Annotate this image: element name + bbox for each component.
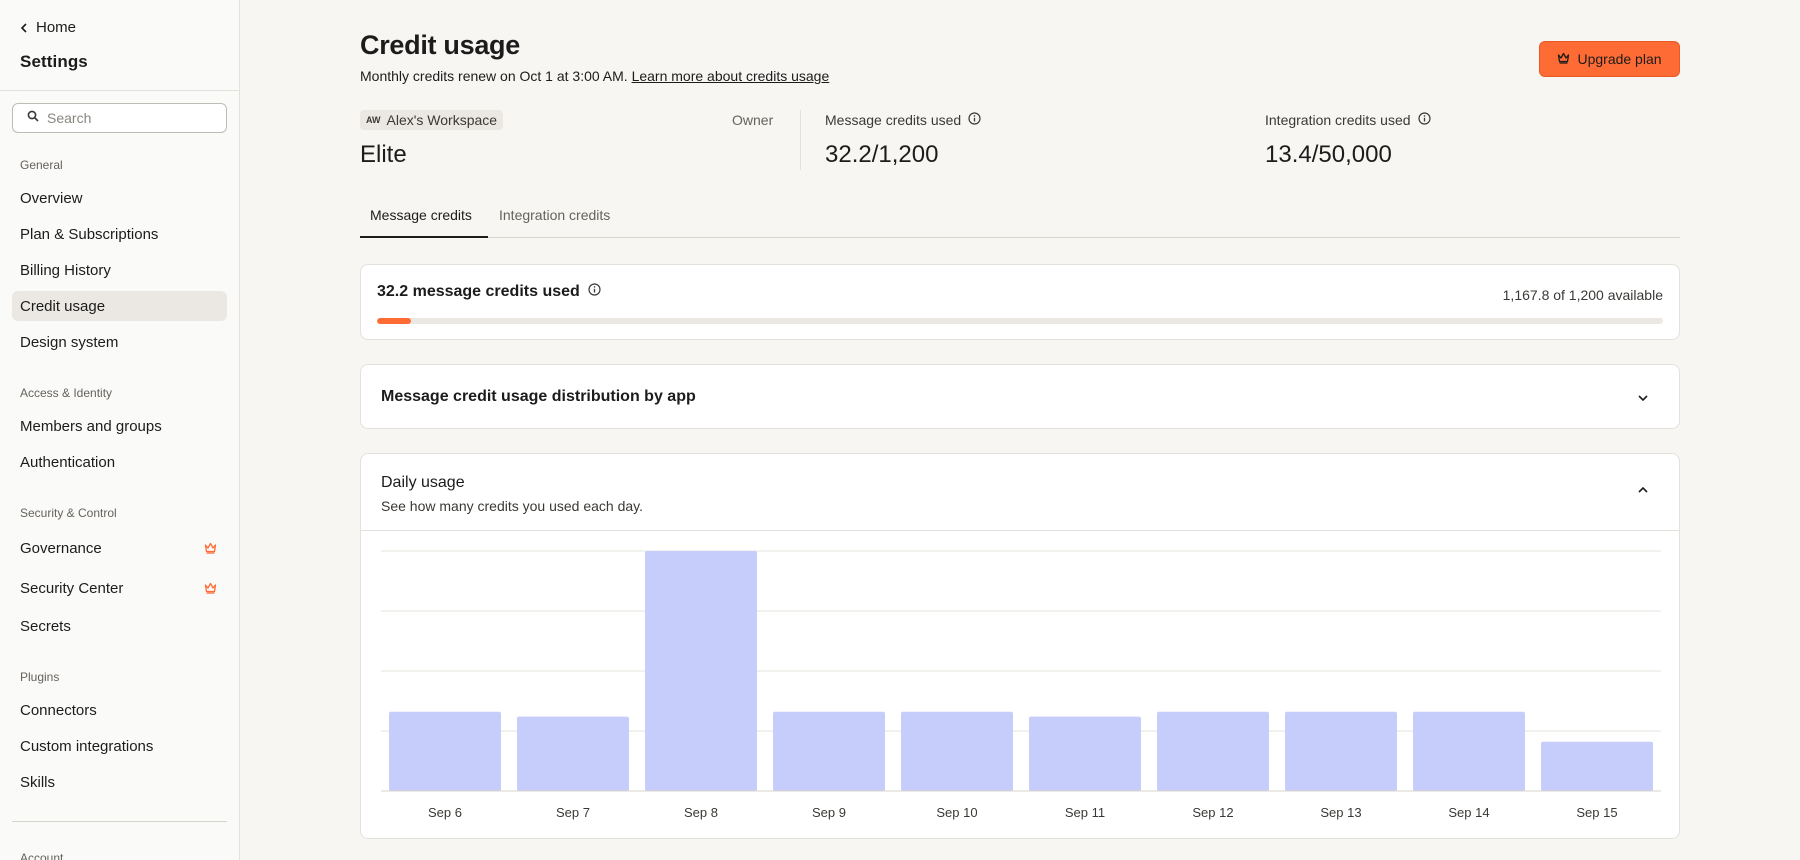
tab-message-credits[interactable]: Message credits: [370, 207, 472, 223]
chevron-up-icon[interactable]: [1635, 482, 1651, 498]
sidebar-item-overview[interactable]: Overview: [20, 189, 83, 207]
info-icon[interactable]: [968, 112, 981, 128]
sidebar-item-authentication[interactable]: Authentication: [20, 453, 116, 471]
crown-icon: [204, 581, 217, 598]
distribution-title: Message credit usage distribution by app: [381, 388, 696, 405]
sidebar-item-members[interactable]: Members and groups: [20, 417, 162, 435]
workspace-chip: AW Alex's Workspace: [360, 110, 504, 130]
chart-bar[interactable]: [1413, 711, 1525, 791]
section-label-security: Security & Control: [20, 506, 117, 520]
chart-bar[interactable]: [1157, 711, 1269, 791]
chart-bar[interactable]: [1029, 716, 1141, 791]
upgrade-plan-button[interactable]: Upgrade plan: [1539, 41, 1680, 77]
daily-usage-divider: [361, 530, 1679, 531]
crown-icon: [1557, 51, 1570, 67]
integration-credits-label-text: Integration credits used: [1265, 112, 1411, 128]
stats-divider: [800, 110, 801, 170]
chart-x-tick-label: Sep 11: [1065, 805, 1105, 820]
chart-bar[interactable]: [901, 711, 1013, 791]
chart-x-tick-label: Sep 9: [812, 805, 846, 820]
section-label-access: Access & Identity: [20, 386, 113, 400]
sidebar-item-design-system[interactable]: Design system: [20, 333, 119, 351]
message-credits-label: Message credits used: [825, 112, 981, 128]
daily-usage-title: Daily usage: [381, 474, 465, 491]
usage-summary-text: 32.2 message credits used: [377, 283, 580, 300]
chart-bar[interactable]: [1541, 741, 1653, 791]
workspace-role: Owner: [732, 112, 774, 128]
chevron-left-icon: [20, 20, 28, 36]
sidebar-divider: [12, 821, 227, 822]
chart-bar[interactable]: [517, 716, 629, 791]
usage-summary-card: 32.2 message credits used 1,167.8 of 1,2…: [360, 264, 1680, 340]
usage-progress-fill: [377, 318, 412, 324]
chart-x-tick-label: Sep 14: [1448, 805, 1489, 820]
chart-x-tick-label: Sep 7: [556, 805, 590, 820]
credits-available: 1,167.8 of 1,200 available: [1502, 287, 1663, 303]
sidebar-item-billing[interactable]: Billing History: [20, 261, 111, 279]
chart-bar[interactable]: [389, 711, 501, 791]
upgrade-plan-label: Upgrade plan: [1577, 51, 1662, 67]
plan-name: Elite: [360, 141, 407, 168]
back-home-link[interactable]: Home: [20, 19, 76, 36]
sidebar-item-connectors[interactable]: Connectors: [20, 701, 97, 719]
sidebar-item-label: Governance: [20, 539, 102, 557]
sidebar-item-credit-usage[interactable]: Credit usage: [12, 291, 227, 321]
sidebar-item-security-center[interactable]: Security Center: [12, 573, 227, 603]
chart-x-tick-label: Sep 6: [428, 805, 462, 820]
page-subtitle: Monthly credits renew on Oct 1 at 3:00 A…: [360, 68, 829, 84]
crown-icon: [204, 541, 217, 558]
distribution-card[interactable]: Message credit usage distribution by app: [360, 364, 1680, 429]
search-input[interactable]: [47, 110, 207, 126]
sidebar-item-plan[interactable]: Plan & Subscriptions: [20, 225, 159, 243]
chart-x-tick-label: Sep 13: [1320, 805, 1361, 820]
search-icon: [27, 109, 39, 127]
chart-x-tick-label: Sep 10: [936, 805, 977, 820]
chart-bar[interactable]: [1285, 711, 1397, 791]
sidebar: Home Settings General Overview Plan & Su…: [0, 0, 240, 860]
tab-integration-credits[interactable]: Integration credits: [499, 207, 611, 223]
info-icon[interactable]: [588, 283, 601, 301]
back-home-label: Home: [36, 19, 77, 36]
usage-summary-title: 32.2 message credits used: [377, 283, 601, 301]
chart-x-tick-label: Sep 8: [684, 805, 718, 820]
integration-credits-value: 13.4/50,000: [1265, 141, 1392, 168]
usage-progress-bar: [377, 318, 1663, 324]
daily-usage-chart: Sep 6 Sep 7 Sep 8 Sep 9 Sep 10 Sep 11 Sep 12 Se…: [381, 550, 1661, 820]
info-icon[interactable]: [1417, 112, 1431, 128]
renew-text: Monthly credits renew on Oct 1 at 3:00 A…: [360, 68, 628, 84]
settings-title: Settings: [20, 52, 88, 71]
chart-x-tick-label: Sep 15: [1576, 805, 1617, 820]
daily-usage-subtitle: See how many credits you used each day.: [381, 498, 644, 514]
sidebar-divider: [0, 90, 239, 91]
page-title: Credit usage: [360, 30, 520, 60]
active-tab-indicator: [360, 236, 488, 238]
sidebar-item-custom-integrations[interactable]: Custom integrations: [20, 737, 154, 755]
daily-usage-card: Daily usage See how many credits you use…: [360, 453, 1680, 839]
chart-bar[interactable]: [773, 711, 885, 791]
section-label-account: Account: [20, 851, 64, 860]
sidebar-item-governance[interactable]: Governance: [12, 533, 227, 563]
message-credits-label-text: Message credits used: [825, 112, 962, 128]
sidebar-item-secrets[interactable]: Secrets: [20, 617, 71, 635]
learn-more-link[interactable]: Learn more about credits usage: [631, 68, 830, 84]
workspace-avatar: AW: [366, 115, 381, 125]
section-label-plugins: Plugins: [20, 670, 60, 684]
chevron-down-icon[interactable]: [1635, 390, 1651, 406]
sidebar-item-skills[interactable]: Skills: [20, 773, 56, 791]
section-label-general: General: [20, 158, 63, 172]
chart-bar[interactable]: [645, 551, 757, 791]
sidebar-item-label: Security Center: [20, 579, 124, 597]
credit-tabs: Message credits Integration credits: [360, 200, 1680, 238]
message-credits-value: 32.2/1,200: [825, 141, 939, 168]
integration-credits-label: Integration credits used: [1265, 112, 1431, 128]
sidebar-search: [12, 103, 227, 133]
chart-x-tick-label: Sep 12: [1192, 805, 1233, 820]
workspace-name: Alex's Workspace: [386, 112, 498, 128]
